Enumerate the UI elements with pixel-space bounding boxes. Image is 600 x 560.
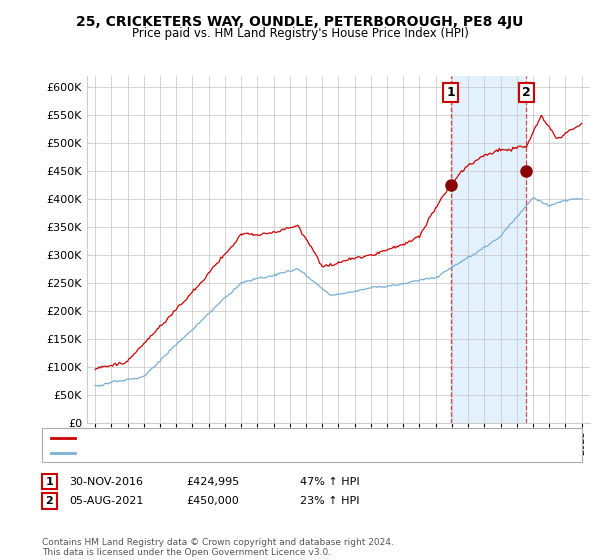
Text: 25, CRICKETERS WAY, OUNDLE, PETERBOROUGH, PE8 4JU: 25, CRICKETERS WAY, OUNDLE, PETERBOROUGH… xyxy=(76,15,524,29)
Text: 1: 1 xyxy=(446,86,455,99)
Text: Contains HM Land Registry data © Crown copyright and database right 2024.
This d: Contains HM Land Registry data © Crown c… xyxy=(42,538,394,557)
Text: £450,000: £450,000 xyxy=(186,496,239,506)
Bar xyxy=(451,76,526,423)
Text: £424,995: £424,995 xyxy=(186,477,239,487)
Text: 30-NOV-2016: 30-NOV-2016 xyxy=(69,477,143,487)
Text: 2: 2 xyxy=(46,496,53,506)
Text: 47% ↑ HPI: 47% ↑ HPI xyxy=(300,477,359,487)
Text: 1: 1 xyxy=(46,477,53,487)
Text: 05-AUG-2021: 05-AUG-2021 xyxy=(69,496,143,506)
Text: 2: 2 xyxy=(522,86,531,99)
Text: Price paid vs. HM Land Registry's House Price Index (HPI): Price paid vs. HM Land Registry's House … xyxy=(131,27,469,40)
Text: 25, CRICKETERS WAY, OUNDLE, PETERBOROUGH, PE8 4JU (detached house): 25, CRICKETERS WAY, OUNDLE, PETERBOROUGH… xyxy=(79,433,474,443)
Text: HPI: Average price, detached house, North Northamptonshire: HPI: Average price, detached house, Nort… xyxy=(79,447,400,458)
Text: 23% ↑ HPI: 23% ↑ HPI xyxy=(300,496,359,506)
